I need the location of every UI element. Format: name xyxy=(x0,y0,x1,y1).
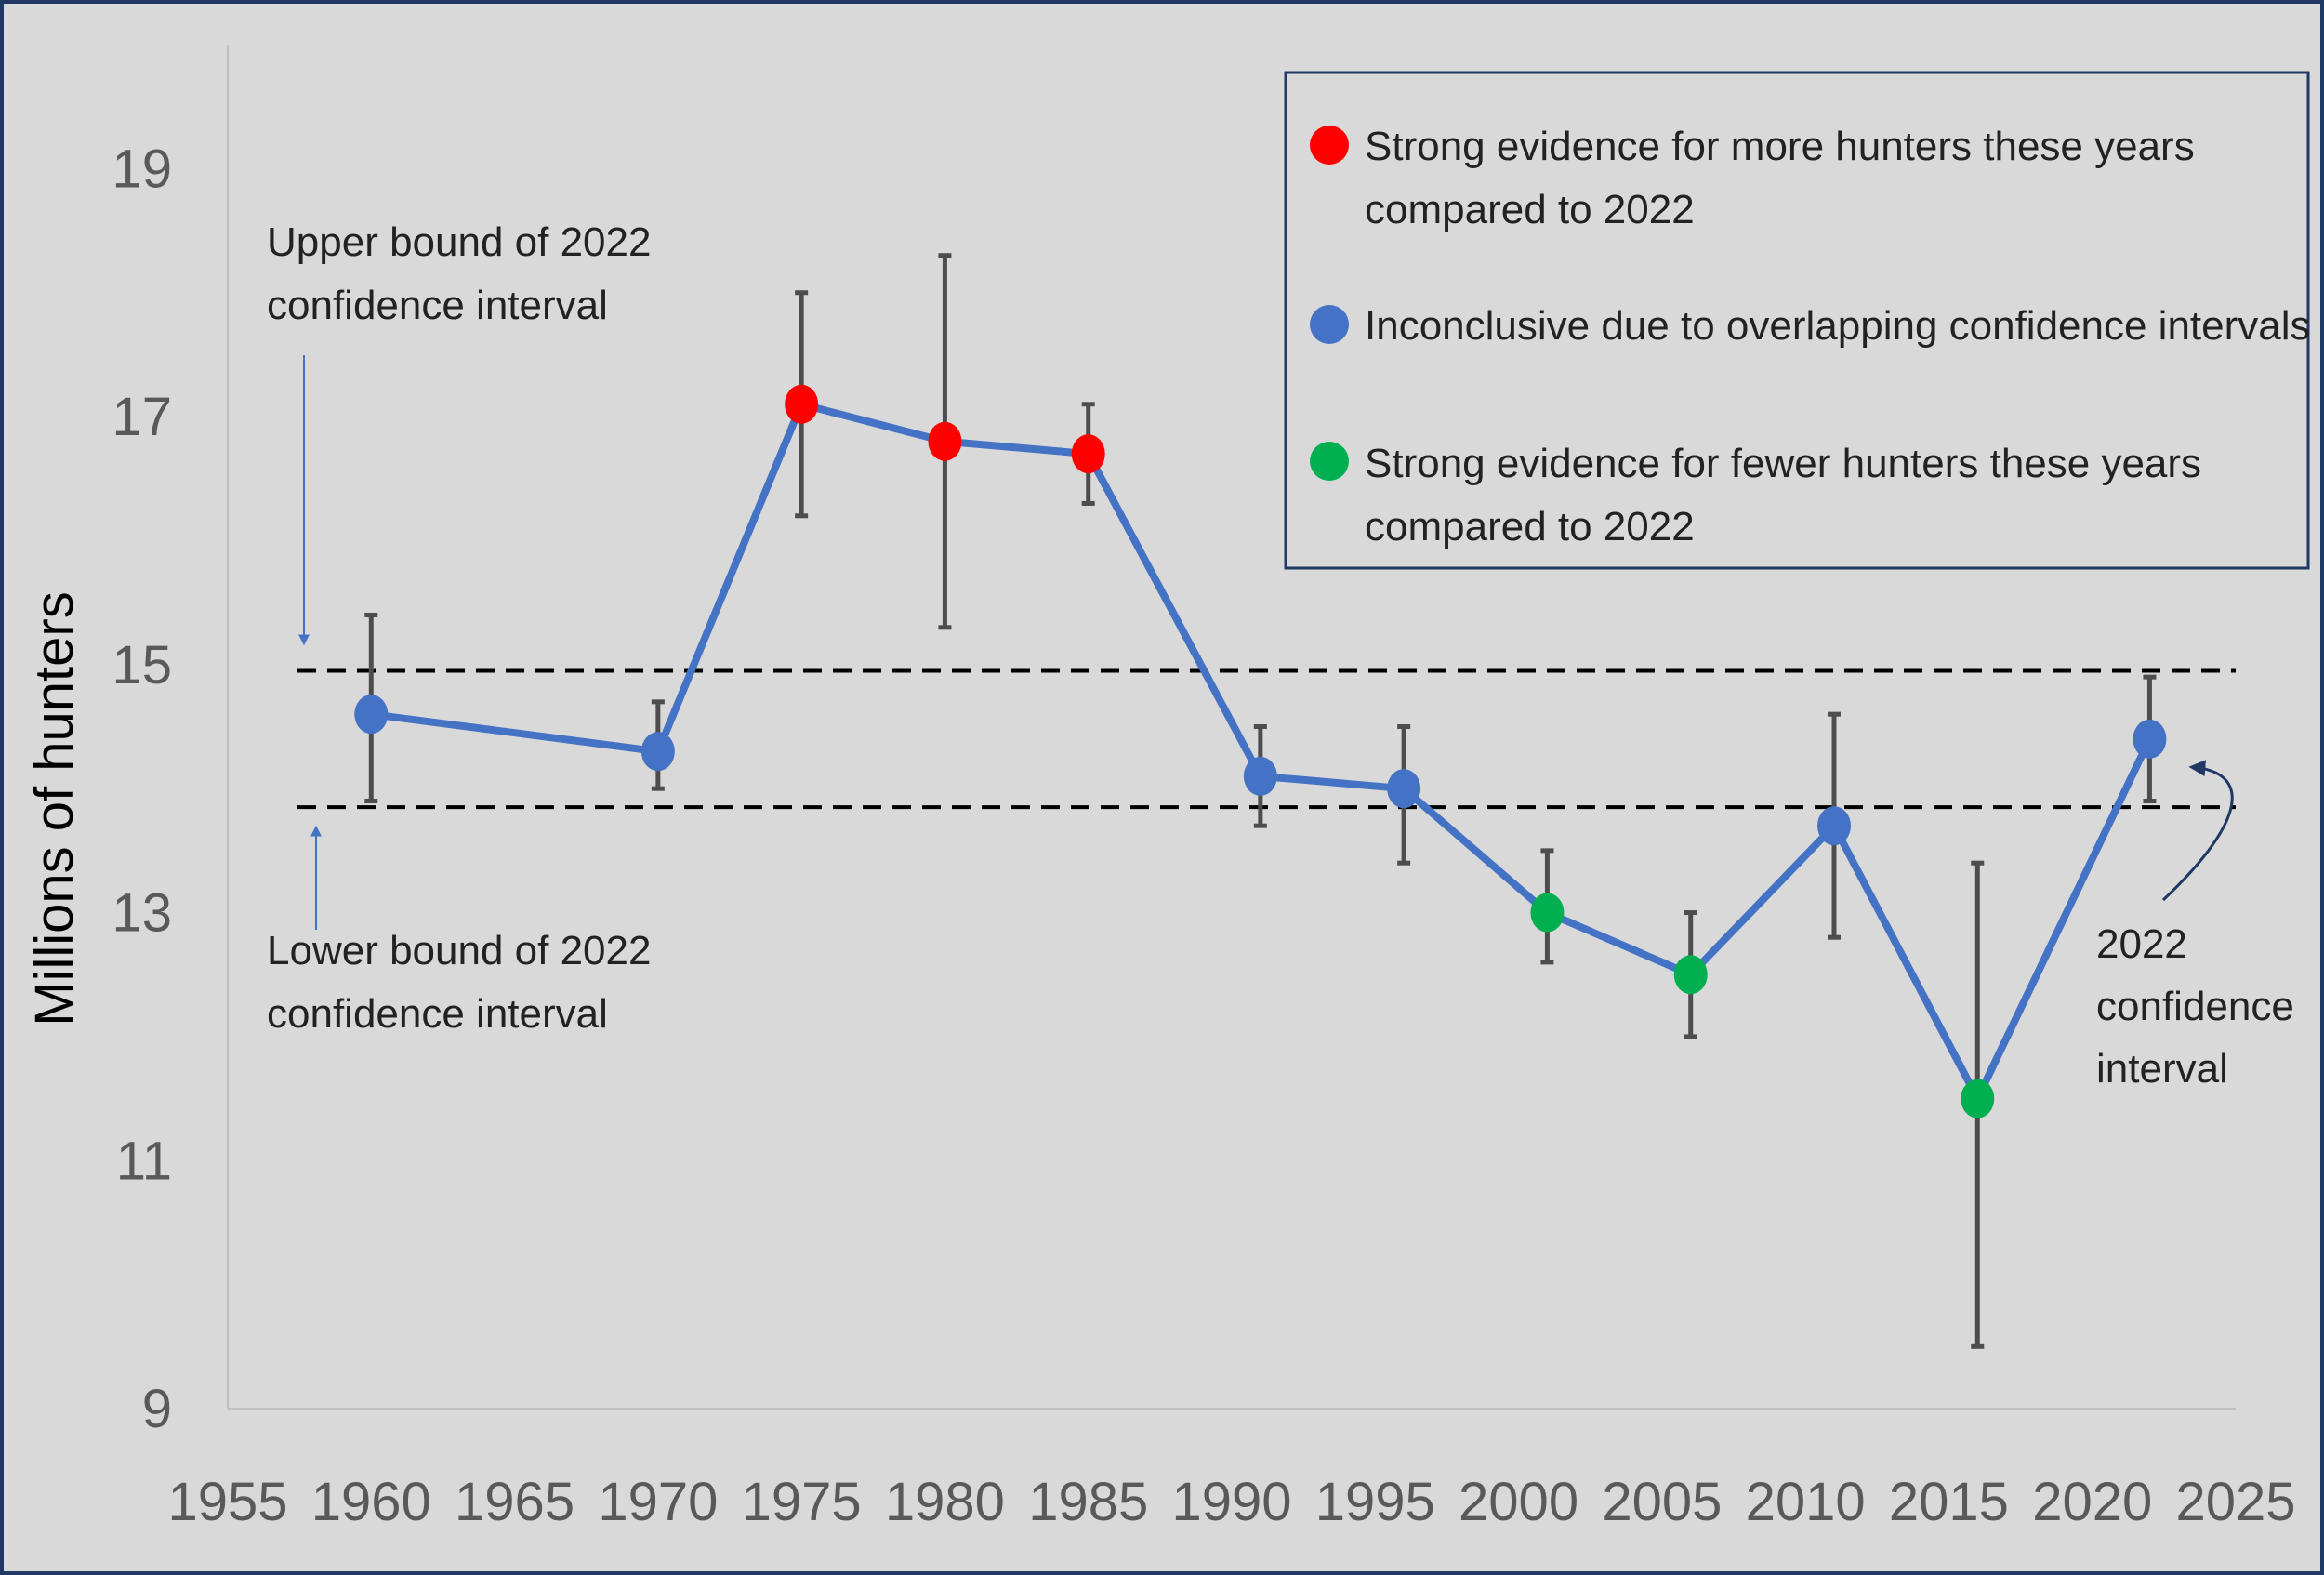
y-tick-label: 13 xyxy=(112,883,172,944)
x-tick-labels: 1955 1960 1965 1970 1975 1980 1985 1990 1995 2000… xyxy=(167,1472,2295,1532)
legend-marker-fewer xyxy=(1310,442,1349,481)
ci-2022-annotation-line-3: interval xyxy=(2096,1046,2228,1092)
lower-annotation-line-1: Lower bound of 2022 xyxy=(267,928,651,973)
ci-2022-annotation: 2022 confidence interval xyxy=(2096,760,2294,1092)
lower-bound-annotation: Lower bound of 2022 confidence interval xyxy=(267,825,651,1037)
legend-box xyxy=(1284,71,2310,570)
x-tick-label: 2000 xyxy=(1459,1472,1578,1532)
legend-label-more-line-2: compared to 2022 xyxy=(1365,187,1695,232)
data-point-1991 xyxy=(1243,756,1277,796)
x-tick-label: 2015 xyxy=(1889,1472,2009,1532)
y-tick-label: 19 xyxy=(112,139,172,199)
upper-annotation-line-2: confidence interval xyxy=(267,283,608,328)
data-point-1985 xyxy=(1071,434,1105,474)
data-markers xyxy=(354,384,2167,1118)
reference-lines xyxy=(297,668,2236,810)
y-tick-label: 9 xyxy=(142,1379,172,1439)
y-tick-label: 15 xyxy=(112,635,172,695)
x-tick-label: 1995 xyxy=(1315,1472,1435,1532)
axes xyxy=(227,45,2236,1410)
series-line xyxy=(370,400,2154,1103)
upper-bound-annotation: Upper bound of 2022 confidence interval xyxy=(267,219,651,646)
legend: Strong evidence for more hunters these y… xyxy=(1284,71,2311,570)
lower-annotation-line-2: confidence interval xyxy=(267,991,608,1037)
upper-annotation-line-1: Upper bound of 2022 xyxy=(267,219,651,265)
x-tick-label: 1980 xyxy=(885,1472,1005,1532)
data-point-2006 xyxy=(1673,955,1708,995)
ci-2022-annotation-arrow xyxy=(2161,760,2234,902)
legend-marker-inconclusive xyxy=(1310,305,1349,344)
x-tick-label: 1990 xyxy=(1171,1472,1291,1532)
legend-marker-more xyxy=(1310,126,1349,165)
x-tick-label: 1960 xyxy=(311,1472,431,1532)
data-point-1970 xyxy=(640,732,675,772)
data-point-1960 xyxy=(354,695,389,735)
legend-label-more-line-1: Strong evidence for more hunters these y… xyxy=(1365,124,2195,169)
x-tick-label: 2020 xyxy=(2032,1472,2152,1532)
y-tick-label: 17 xyxy=(112,387,172,447)
data-point-2011 xyxy=(1817,806,1851,846)
x-tick-label: 1970 xyxy=(598,1472,718,1532)
x-tick-label: 2010 xyxy=(1746,1472,1866,1532)
ci-2022-annotation-line-2: confidence xyxy=(2096,984,2294,1029)
x-tick-label: 1965 xyxy=(455,1472,574,1532)
x-tick-label: 1985 xyxy=(1028,1472,1148,1532)
x-tick-label: 1955 xyxy=(167,1472,287,1532)
legend-label-fewer-line-2: compared to 2022 xyxy=(1365,504,1695,549)
y-tick-label: 11 xyxy=(116,1131,172,1191)
x-tick-label: 1975 xyxy=(742,1472,862,1532)
data-point-1975 xyxy=(785,384,819,424)
data-point-1996 xyxy=(1387,769,1421,809)
legend-label-fewer-line-1: Strong evidence for fewer hunters these … xyxy=(1365,441,2201,486)
x-tick-label: 2005 xyxy=(1602,1472,1722,1532)
x-tick-label: 2025 xyxy=(2175,1472,2295,1532)
legend-label-inconclusive: Inconclusive due to overlapping confiden… xyxy=(1365,303,2311,349)
y-axis-label: Millions of hunters xyxy=(24,591,85,1026)
y-tick-labels: 9 11 13 15 17 19 xyxy=(112,139,172,1439)
data-point-2016 xyxy=(1961,1079,1995,1118)
data-point-2022 xyxy=(2133,719,2167,759)
data-point-1980 xyxy=(928,421,962,461)
data-point-2001 xyxy=(1530,893,1565,933)
ci-2022-annotation-line-1: 2022 xyxy=(2096,921,2187,967)
